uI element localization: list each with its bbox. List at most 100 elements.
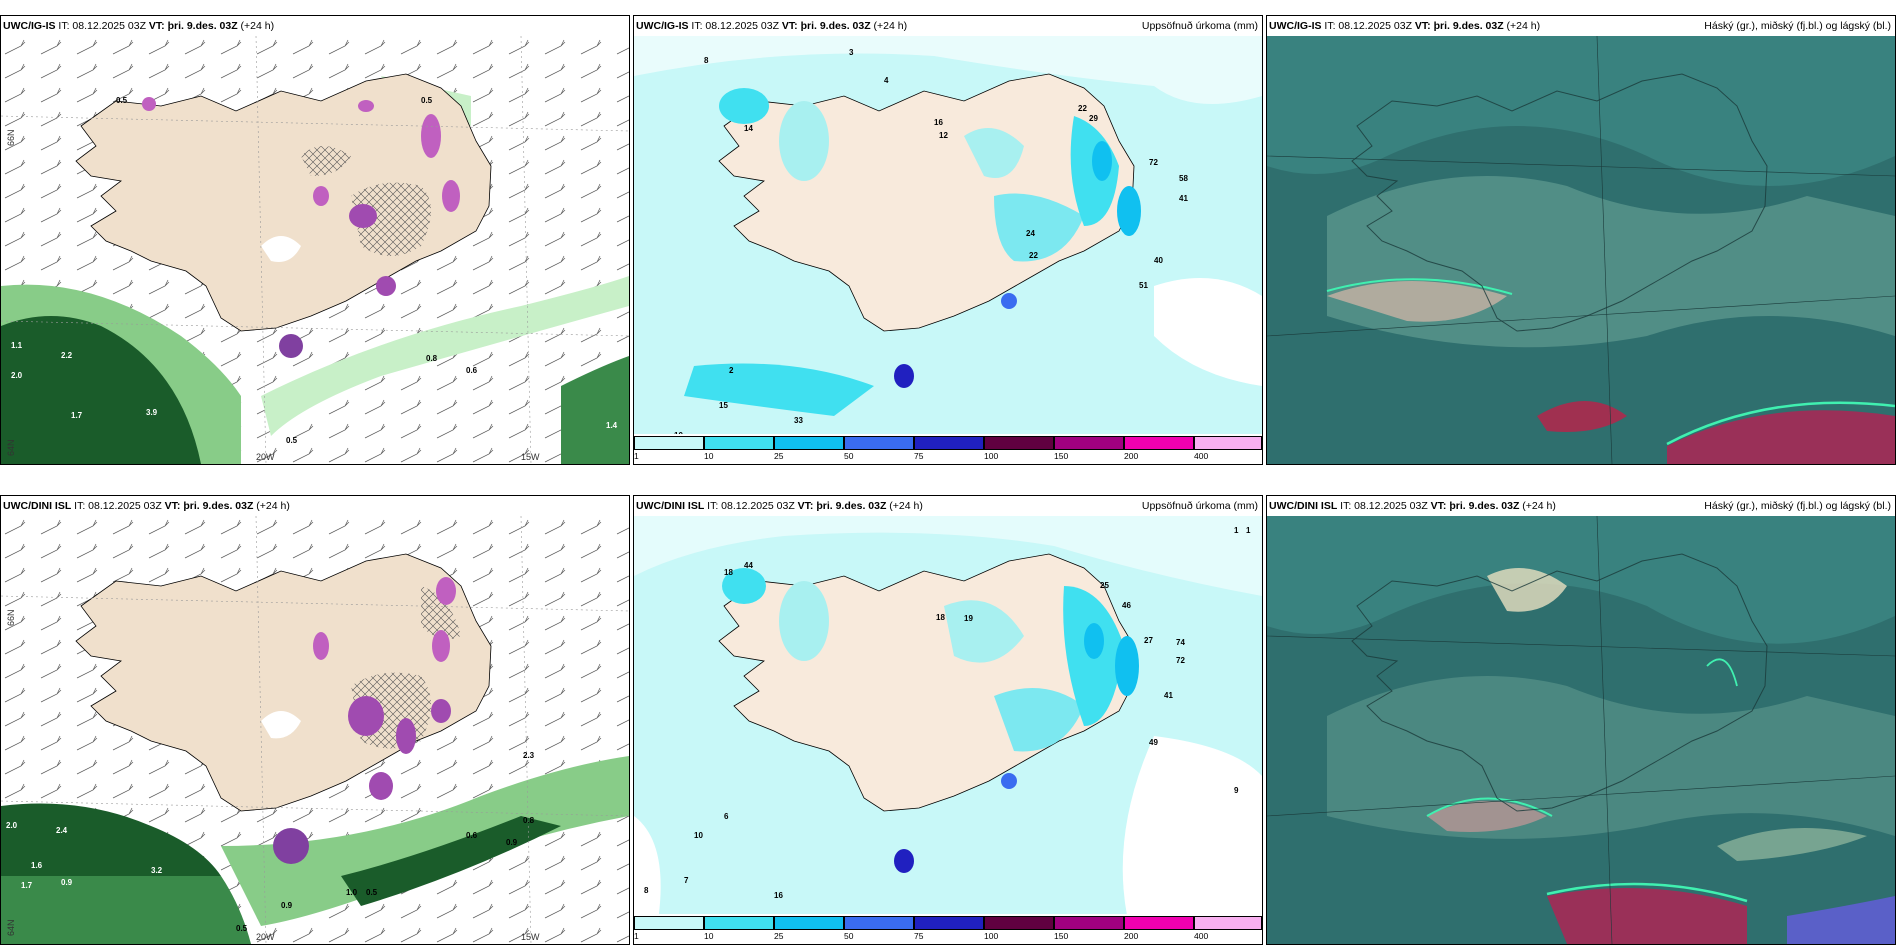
wind-value: 1.6 [31,861,43,870]
precip-colorbar: 1 10 25 50 75 100 150 200 400 [634,914,1262,944]
cloud-map [1267,36,1895,464]
precip-value: 72 [1149,158,1158,167]
panel-cloud-bottom: UWC/DINI ISL IT: 08.12.2025 03Z VT: þri.… [1266,495,1896,945]
lon-label: 15W [521,932,540,942]
wind-value: 0.5 [421,96,433,105]
init-time: IT: 08.12.2025 03Z [1324,20,1412,32]
precip-value: 8 [704,56,709,65]
wind-map: 2.0 2.4 1.6 1.7 0.9 3.2 0.5 0.9 0.6 0.8 … [1,516,629,944]
cloud-title: Háský (gr.), miðský (fj.bl.) og lágský (… [1704,500,1891,512]
colorbar-tick: 400 [1194,451,1209,461]
precip-value: 16 [934,118,943,127]
lead-time: (+24 h) [240,20,275,32]
colorbar-tick: 150 [1054,451,1069,461]
lead-time: (+24 h) [1522,500,1556,512]
colorbar-tick: 10 [704,931,714,941]
colorbar-tick: 100 [984,451,999,461]
precip-value: 18 [724,568,733,577]
wind-value: 0.5 [286,436,298,445]
wind-value: 0.9 [61,878,73,887]
precip-value: 10 [694,831,703,840]
wind-value: 0.8 [426,354,438,363]
colorbar-swatch [844,916,914,930]
colorbar-swatch [914,916,984,930]
precip-value: 33 [794,416,803,425]
panel-header: UWC/IG-IS IT: 08.12.2025 03Z VT: þri. 9.… [634,16,1262,36]
valid-time-label: VT: [797,500,814,512]
precip-value: 19 [964,614,973,623]
wind-value: 0.8 [523,816,535,825]
lat-label: 66N [6,609,16,626]
model-name: UWC/IG-IS [636,20,689,32]
model-name: UWC/IG-IS [3,20,56,32]
wind-value: 3.9 [146,408,158,417]
wind-value: 1.4 [606,421,618,430]
wind-value: 2.4 [56,826,68,835]
panel-header: UWC/DINI ISL IT: 08.12.2025 03Z VT: þri.… [1267,496,1895,516]
colorbar-tick: 150 [1054,931,1069,941]
precip-value: 9 [1234,786,1239,795]
precip-value: 22 [1078,104,1087,113]
colorbar-tick: 1 [634,451,639,461]
precip-value: 29 [1089,114,1098,123]
model-name: UWC/DINI ISL [636,500,705,512]
model-name: UWC/IG-IS [1269,20,1322,32]
valid-time-label: VT: [781,20,798,32]
cloud-title: Háský (gr.), miðský (fj.bl.) og lágský (… [1704,20,1891,32]
wind-value: 2.0 [6,821,18,830]
precip-title: Uppsöfnuð úrkoma (mm) [1141,20,1258,32]
wind-value: 0.5 [116,96,128,105]
wind-value: 0.6 [466,366,478,375]
colorbar-tick: 50 [844,931,854,941]
colorbar-tick: 1 [634,931,639,941]
precip-value: 41 [1164,691,1173,700]
lead-time: (+24 h) [873,20,908,32]
panel-header: UWC/IG-IS IT: 08.12.2025 03Z VT: þri. 9.… [1,16,629,36]
colorbar-swatch [634,436,704,450]
colorbar-swatch [634,916,704,930]
panel-wind-bottom: UWC/DINI ISL IT: 08.12.2025 03Z VT: þri.… [0,495,630,945]
valid-time: þri. 9.des. 03Z [816,500,887,512]
lat-label: 66N [6,129,16,146]
panel-cloud-top: UWC/IG-IS IT: 08.12.2025 03Z VT: þri. 9.… [1266,15,1896,465]
precip-map: 8 3 4 14 12 22 16 29 72 58 41 51 40 24 2… [634,36,1262,464]
wind-value: 1.1 [11,341,23,350]
lead-time: (+24 h) [1506,20,1541,32]
precip-value: 40 [1154,256,1163,265]
precip-map: 18 44 18 19 25 46 27 74 72 41 49 6 10 8 … [634,516,1262,944]
precip-value: 46 [1122,601,1131,610]
lat-label: 64N [6,439,16,456]
precip-value: 51 [1139,281,1148,290]
wind-value: 0.5 [236,924,248,933]
init-time: IT: 08.12.2025 03Z [74,500,162,512]
colorbar-tick: 50 [844,451,854,461]
colorbar-swatch [704,436,774,450]
valid-time: þri. 9.des. 03Z [167,20,238,32]
colorbar-tick: 200 [1124,931,1139,941]
precip-value: 72 [1176,656,1185,665]
precip-value: 49 [1149,738,1158,747]
init-time: IT: 08.12.2025 03Z [58,20,146,32]
init-time: IT: 08.12.2025 03Z [691,20,779,32]
precip-value: 25 [1100,581,1109,590]
colorbar-swatch [774,916,844,930]
precip-value: 3 [849,48,854,57]
precip-value: 14 [744,124,753,133]
colorbar-swatch [1194,916,1262,930]
panel-header: UWC/DINI ISL IT: 08.12.2025 03Z VT: þri.… [1,496,629,516]
precip-value: 4 [884,76,889,85]
wind-map: 1.1 2.2 2.0 1.7 3.9 0.5 0.6 0.8 1.4 0.5 … [1,36,629,464]
colorbar-swatch [1054,916,1124,930]
model-name: UWC/DINI ISL [3,500,72,512]
precip-value: 58 [1179,174,1188,183]
wind-value: 2.3 [523,751,535,760]
colorbar-tick: 400 [1194,931,1209,941]
lat-label: 64N [6,919,16,936]
lon-label: 20W [256,452,275,462]
precip-title: Uppsöfnuð úrkoma (mm) [1141,500,1258,512]
colorbar-tick: 10 [704,451,714,461]
lon-label: 20W [256,932,275,942]
precip-value: 2 [729,366,734,375]
wind-value: 3.2 [151,866,163,875]
precip-value: 16 [774,891,783,900]
